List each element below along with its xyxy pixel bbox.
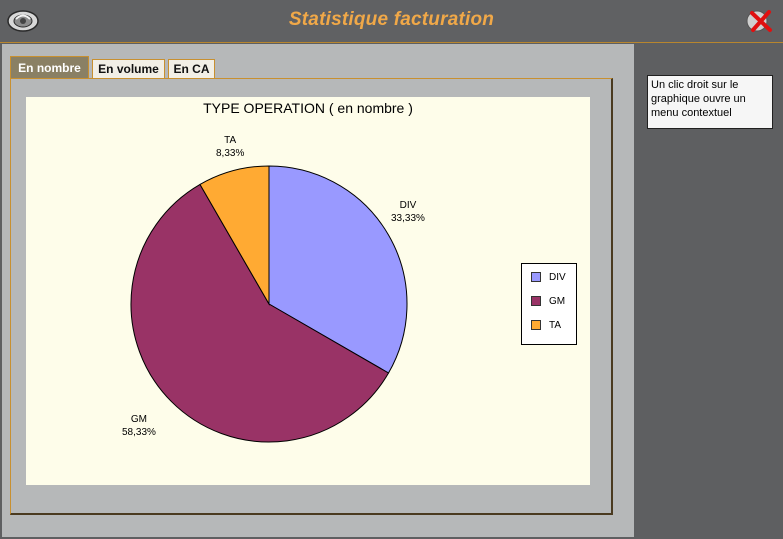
title-bar: Statistique facturation (0, 0, 783, 43)
pie-slice-div[interactable] (268, 165, 408, 374)
pie-chart[interactable] (26, 97, 590, 485)
legend-item-div: DIV (531, 271, 566, 285)
slice-label-ta-value: 8,33% (216, 148, 245, 159)
context-menu-hint: Un clic droit sur le graphique ouvre un … (647, 75, 773, 129)
legend-swatch-ta (531, 320, 541, 331)
pie-slice-gm[interactable] (130, 183, 390, 443)
side-panel: Un clic droit sur le graphique ouvre un … (636, 44, 783, 539)
pie-slice-ta[interactable] (199, 165, 270, 306)
legend-label-ta: TA (549, 320, 562, 331)
chart-area[interactable]: TYPE OPERATION ( en nombre ) DIV 33,33% … (26, 97, 590, 485)
legend-swatch-gm (531, 296, 541, 307)
slice-label-ta-name: TA (224, 135, 237, 146)
slice-label-div: DIV 33,33% (391, 199, 425, 225)
slice-label-gm-value: 58,33% (122, 427, 156, 438)
tab-en-volume[interactable]: En volume (92, 59, 165, 78)
slice-label-ta: TA 8,33% (216, 134, 244, 160)
legend-item-ta: TA (531, 319, 561, 333)
chart-title: TYPE OPERATION ( en nombre ) (203, 100, 413, 116)
tab-en-nombre[interactable]: En nombre (10, 56, 89, 78)
chart-legend: DIV GM TA (521, 263, 577, 345)
slice-label-div-value: 33,33% (391, 213, 425, 224)
tab-panel: TYPE OPERATION ( en nombre ) DIV 33,33% … (10, 78, 613, 515)
legend-swatch-div (531, 272, 541, 283)
app-logo-icon[interactable] (6, 8, 40, 34)
slice-label-gm: GM 58,33% (122, 413, 156, 439)
slice-label-gm-name: GM (130, 414, 148, 425)
window-title: Statistique facturation (288, 9, 495, 30)
tab-en-ca[interactable]: En CA (168, 59, 215, 78)
legend-item-gm: GM (531, 295, 565, 309)
chart-pane: En nombre En volume En CA TYPE OPERATION… (2, 44, 634, 537)
legend-label-div: DIV (549, 272, 566, 283)
slice-label-div-name: DIV (399, 200, 417, 211)
close-icon[interactable] (744, 7, 776, 35)
legend-label-gm: GM (549, 296, 566, 307)
